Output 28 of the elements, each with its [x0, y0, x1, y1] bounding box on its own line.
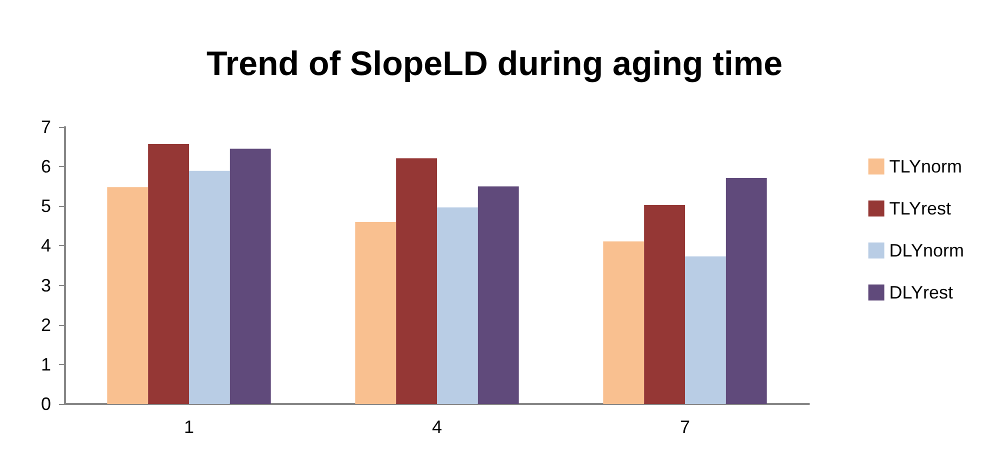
bar: [644, 204, 685, 404]
bar: [107, 187, 148, 404]
bar: [230, 148, 271, 404]
bar: [148, 144, 189, 404]
y-tick-label: 5: [40, 196, 51, 216]
bar: [726, 178, 767, 404]
y-tick-label: 6: [40, 156, 51, 177]
bar: [685, 256, 726, 404]
legend-label: TLYrest: [889, 198, 951, 218]
bar: [189, 170, 230, 404]
y-tick-label: 2: [40, 314, 51, 335]
bar: [437, 207, 478, 404]
y-tick-label: 0: [40, 394, 51, 414]
legend-label: TLYnorm: [889, 156, 962, 176]
bar: [603, 241, 644, 404]
y-tick-label: 1: [40, 354, 51, 374]
legend-label: DLYnorm: [889, 240, 964, 260]
y-tick-label: 3: [40, 275, 51, 296]
x-tick-label: 1: [184, 417, 194, 437]
x-tick-label: 7: [680, 417, 690, 437]
legend-label: DLYrest: [889, 282, 953, 302]
bar: [396, 158, 437, 404]
chart-title: Trend of SlopeLD during aging time: [206, 45, 783, 83]
bar: [355, 222, 396, 404]
y-tick-label: 7: [40, 117, 51, 137]
bar: [478, 186, 519, 404]
y-tick-label: 4: [40, 236, 51, 256]
x-tick-label: 4: [432, 417, 442, 437]
